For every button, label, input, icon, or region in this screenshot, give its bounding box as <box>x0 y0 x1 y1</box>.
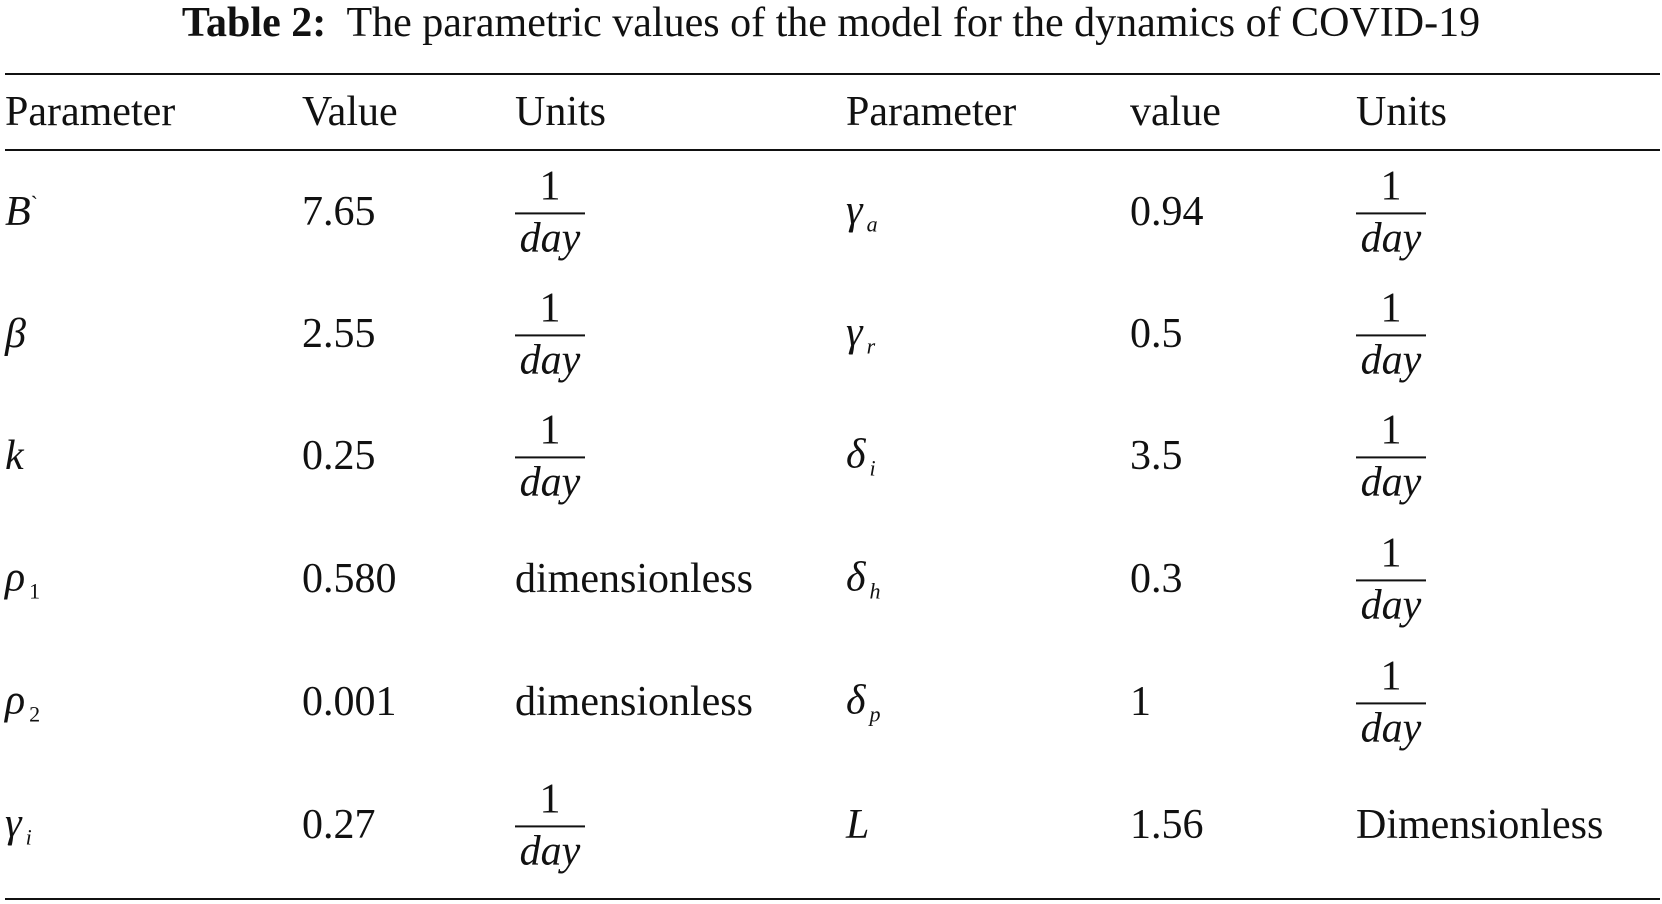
denominator: day <box>1356 334 1426 383</box>
denominator: day <box>1356 579 1426 628</box>
fraction: 1 day <box>1356 285 1426 383</box>
symbol: δ <box>846 554 866 601</box>
denominator: day <box>1356 702 1426 751</box>
fraction: 1 day <box>515 163 585 261</box>
cell-text: 7.65 <box>302 188 376 235</box>
symbol: δ <box>846 431 866 478</box>
superscript: ` <box>30 190 38 216</box>
subscript: 1 <box>29 578 41 604</box>
unit-fraction: 1 day <box>1356 163 1426 261</box>
unit-fraction: 1 day <box>1356 285 1426 383</box>
cell-text: 0.580 <box>302 555 397 602</box>
cell-text: 0.5 <box>1130 310 1183 357</box>
unit-fraction: 1 day <box>515 407 585 505</box>
numerator: 1 <box>1380 163 1402 210</box>
top-rule <box>5 73 1660 75</box>
parameter-symbol: β <box>5 311 26 357</box>
cell-text: 0.27 <box>302 801 376 848</box>
numerator: 1 <box>1380 530 1402 577</box>
cell-text: 0.3 <box>1130 555 1183 602</box>
header-cell: Parameter <box>5 88 176 135</box>
symbol: δ <box>846 677 866 724</box>
denominator: day <box>515 334 585 383</box>
denominator: day <box>515 212 585 261</box>
header-cell: Parameter <box>846 88 1017 135</box>
cell-text: 0.001 <box>302 678 397 725</box>
cell-text: 1 <box>1130 678 1151 725</box>
caption-text: The parametric values of the model for t… <box>346 0 1481 46</box>
numerator: 1 <box>1380 285 1402 332</box>
header-cell: value <box>1130 88 1221 135</box>
subscript: r <box>866 333 876 359</box>
subscript: p <box>869 701 881 727</box>
parameter-symbol: L <box>846 802 869 848</box>
cell-text: 1.56 <box>1130 801 1204 848</box>
numerator: 1 <box>539 163 561 210</box>
subscript: 2 <box>29 701 41 727</box>
cell-text: 0.94 <box>1130 188 1204 235</box>
subscript: i <box>25 824 32 850</box>
symbol: γ <box>5 800 22 847</box>
unit-fraction: 1 day <box>515 285 585 383</box>
subscript: h <box>869 578 881 604</box>
header-rule <box>5 149 1660 151</box>
fraction: 1 day <box>515 776 585 874</box>
symbol: ρ <box>5 554 26 601</box>
subscript: a <box>866 211 878 237</box>
symbol: γ <box>846 309 863 356</box>
symbol: L <box>846 801 870 848</box>
denominator: day <box>515 825 585 874</box>
unit-fraction: 1 day <box>515 776 585 874</box>
fraction: 1 day <box>1356 530 1426 628</box>
fraction: 1 day <box>1356 653 1426 751</box>
denominator: day <box>1356 456 1426 505</box>
unit-fraction: 1 day <box>1356 530 1426 628</box>
fraction: 1 day <box>1356 163 1426 261</box>
cell-text: dimensionless <box>515 678 753 725</box>
numerator: 1 <box>539 407 561 454</box>
denominator: day <box>515 456 585 505</box>
symbol: γ <box>846 187 863 234</box>
unit-fraction: 1 day <box>1356 653 1426 751</box>
symbol: β <box>5 310 26 357</box>
fraction: 1 day <box>515 285 585 383</box>
unit-fraction: 1 day <box>515 163 585 261</box>
cell-text: 3.5 <box>1130 432 1183 479</box>
parameter-symbol: k <box>5 433 24 479</box>
cell-text: Dimensionless <box>1356 801 1604 848</box>
numerator: 1 <box>539 776 561 823</box>
cell-text: 2.55 <box>302 310 376 357</box>
unit-fraction: 1 day <box>1356 407 1426 505</box>
cell-text: dimensionless <box>515 555 753 602</box>
parameter-symbol: B` <box>5 189 38 235</box>
header-cell: Units <box>515 88 607 135</box>
symbol: k <box>5 432 24 479</box>
fraction: 1 day <box>1356 407 1426 505</box>
symbol: ρ <box>5 677 26 724</box>
symbol: B <box>5 188 31 235</box>
numerator: 1 <box>539 285 561 332</box>
bottom-rule <box>5 898 1660 900</box>
subscript: i <box>869 455 876 481</box>
fraction: 1 day <box>515 407 585 505</box>
denominator: day <box>1356 212 1426 261</box>
numerator: 1 <box>1380 407 1402 454</box>
header-cell: Value <box>302 88 398 135</box>
caption-label: Table 2: <box>181 0 327 46</box>
header-cell: Units <box>1356 88 1448 135</box>
cell-text: 0.25 <box>302 432 376 479</box>
caption: Table 2: The parametric values of the mo… <box>0 0 1662 46</box>
numerator: 1 <box>1380 653 1402 700</box>
